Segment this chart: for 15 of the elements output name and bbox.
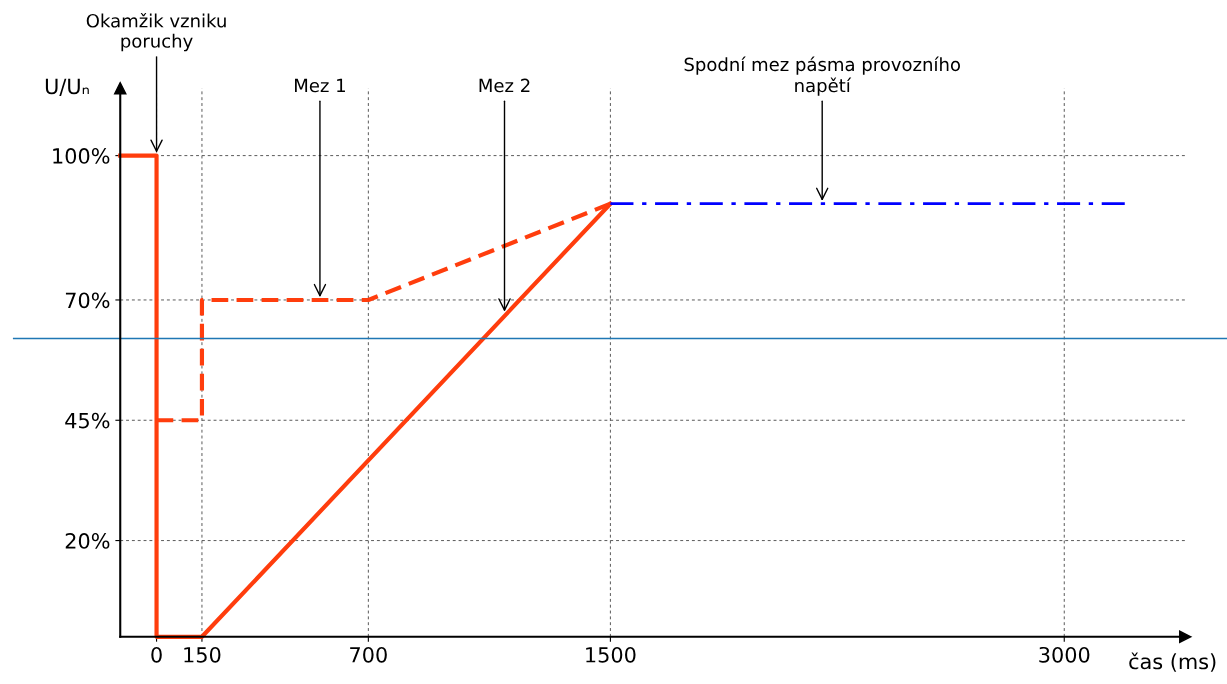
annotation: Spodní mez pásma provozního napětí — [684, 56, 960, 96]
y-tick-label: 70% — [65, 292, 110, 309]
y-tick-label: 20% — [65, 533, 110, 549]
x-tick-label: 150 — [184, 646, 221, 663]
x-tick-label: 3000 — [1039, 646, 1090, 663]
annotation: Okamžik vzniku poruchy — [86, 12, 226, 52]
y-axis-title: U/Uₙ — [45, 78, 89, 96]
x-tick-label: 700 — [350, 646, 387, 663]
x-tick-label: 1500 — [586, 646, 636, 663]
annotation: Mez 2 — [479, 78, 530, 93]
annotation: Mez 1 — [295, 78, 345, 93]
x-axis-title: čas (ms) — [1129, 652, 1216, 672]
y-tick-label: 45% — [65, 412, 110, 429]
x-tick-label: 0 — [151, 646, 162, 663]
y-tick-label: 100% — [53, 148, 110, 164]
